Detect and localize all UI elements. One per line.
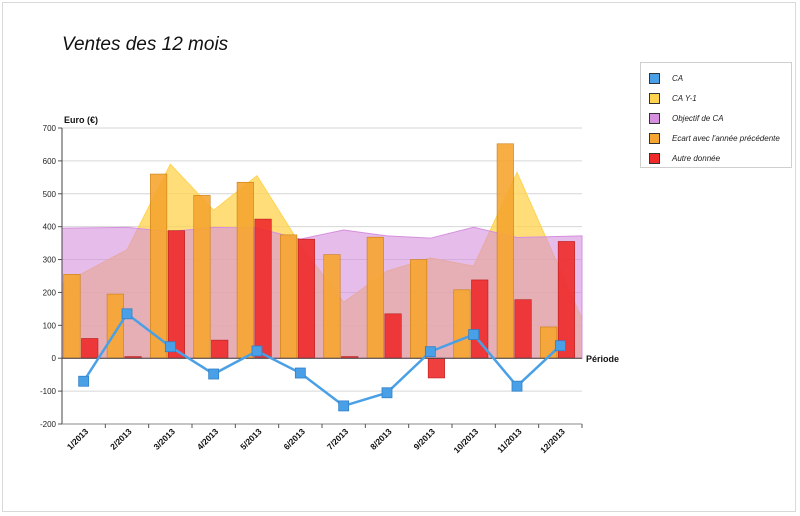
bar-ecart [150, 173, 168, 359]
x-tick-label: 1/2013 [65, 426, 91, 452]
legend-swatch-ecart [649, 132, 660, 144]
legend-label-objectif: Objectif de CA [672, 113, 724, 123]
legend-swatch-autre [649, 152, 660, 164]
bar-ecart [410, 259, 428, 359]
point-ca [251, 345, 263, 357]
y-tick-label: 0 [52, 354, 57, 363]
bar-ecart [453, 289, 471, 359]
line-series [78, 308, 566, 412]
line-ca [82, 312, 562, 408]
point-ca [554, 340, 566, 352]
x-tick-label: 5/2013 [238, 426, 264, 452]
chart-title: Ventes des 12 mois [62, 34, 229, 55]
area-objectif [61, 226, 583, 359]
point-ca [468, 329, 480, 340]
x-tick-label: 9/2013 [411, 426, 437, 452]
y-tick-label: 200 [43, 288, 57, 297]
legend-label-ca-y-1: CA Y-1 [672, 93, 697, 103]
point-ca [338, 400, 350, 412]
bar-ecart [280, 234, 298, 359]
legend-item-ca-y-1: CA Y-1 [649, 91, 697, 105]
bar-autre [297, 238, 315, 359]
y-tick-label: -100 [40, 387, 57, 396]
y-axis-label: Euro (€) [64, 115, 98, 125]
x-tick-label: 7/2013 [325, 426, 351, 452]
legend-item-autre: Autre donnée [649, 151, 720, 165]
bar-ecart [236, 181, 254, 359]
bar-ecart [540, 326, 558, 359]
point-ca [424, 346, 436, 358]
y-tick-label: 300 [43, 256, 57, 265]
point-ca [511, 380, 523, 392]
bar-series [63, 143, 575, 379]
bar-ecart [323, 254, 341, 359]
x-tick-label: 11/2013 [495, 426, 524, 455]
legend-item-ca: CA [649, 71, 683, 85]
bar-autre [514, 299, 532, 359]
x-tick-label: 10/2013 [451, 426, 480, 455]
point-ca [294, 367, 306, 379]
legend-item-ecart: Ecart avec l'année précédente [649, 131, 780, 145]
legend-swatch-ca [649, 72, 660, 84]
point-ca [164, 341, 176, 353]
x-tick-label: 6/2013 [281, 426, 307, 452]
y-tick-label: 700 [43, 124, 57, 133]
bar-autre [81, 338, 99, 359]
bar-ecart [106, 293, 124, 359]
bar-autre [167, 230, 185, 359]
legend-label-ca: CA [672, 73, 684, 83]
x-tick-label: 12/2013 [538, 426, 567, 455]
bar-autre [471, 279, 489, 359]
x-tick-label: 3/2013 [151, 426, 177, 452]
bar-autre [211, 339, 229, 359]
legend-item-objectif: Objectif de CA [649, 111, 724, 125]
point-ca [78, 375, 90, 387]
y-tick-label: 500 [43, 190, 57, 199]
chart-legend: CA CA Y-1 Objectif de CA Ecart avec l'an… [640, 62, 792, 168]
x-tick-label: 4/2013 [195, 426, 221, 452]
bar-ecart [193, 195, 211, 359]
area-series [61, 163, 583, 359]
bar-ecart [366, 236, 384, 359]
y-tick-label: 100 [43, 321, 57, 330]
point-ca [121, 308, 133, 320]
y-tick-label: -200 [40, 420, 57, 429]
axes [58, 127, 583, 428]
legend-swatch-objectif [649, 112, 660, 124]
legend-label-autre: Autre donnée [672, 153, 721, 163]
bar-ecart [496, 143, 514, 359]
legend-swatch-ca-y-1 [649, 92, 660, 104]
point-ca [381, 387, 393, 399]
legend-label-ecart: Ecart avec l'année précédente [672, 133, 780, 143]
x-tick-label: 8/2013 [368, 426, 394, 452]
bar-autre [384, 313, 402, 359]
bar-autre [254, 218, 272, 359]
point-ca [208, 368, 220, 380]
bar-ecart [63, 274, 81, 359]
y-tick-label: 600 [43, 157, 57, 166]
bar-autre [427, 357, 445, 379]
x-axis-label: Période [586, 354, 619, 364]
y-tick-label: 400 [43, 223, 57, 232]
x-tick-label: 2/2013 [108, 426, 134, 452]
